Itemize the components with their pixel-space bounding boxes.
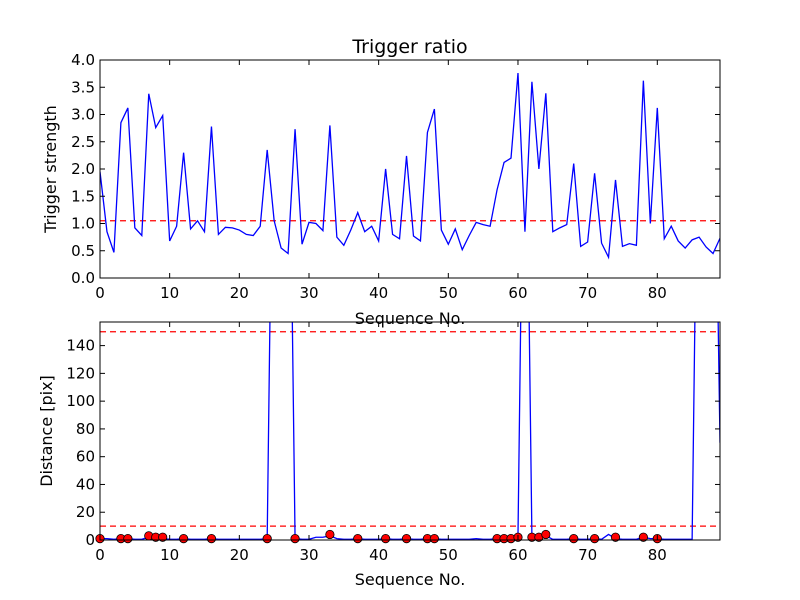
x-tick-label: 80 (648, 284, 667, 302)
x-tick-label: 50 (439, 284, 458, 302)
data-point (590, 534, 600, 544)
x-tick-label: 70 (578, 546, 597, 564)
trigger-ratio-chart: Trigger ratio 0 10 20 30 40 50 60 70 80 0.0 0.5 1.0… (41, 36, 721, 328)
x-tick-label: 40 (369, 284, 388, 302)
y-tick-label: 3.5 (71, 78, 95, 96)
x-axis-label: Sequence No. (355, 570, 466, 589)
x-tick-label: 60 (508, 546, 527, 564)
x-axis-label: Sequence No. (355, 309, 466, 328)
y-tick-label: 1.0 (71, 215, 95, 233)
y-tick-label: 140 (66, 337, 95, 355)
data-point (178, 534, 189, 544)
data-point (429, 534, 439, 544)
y-tick-label: 100 (66, 392, 95, 410)
distance-chart: 0 10 20 30 40 50 60 70 80 0 20 40 60 80 100 120 140 Sequ… (37, 321, 721, 589)
x-tick-label: 50 (439, 546, 458, 564)
x-tick-label: 60 (508, 284, 527, 302)
x-tick-label: 70 (578, 284, 597, 302)
x-tick-label: 10 (160, 284, 179, 302)
y-tick-label: 80 (76, 420, 95, 438)
data-point (206, 534, 217, 544)
y-axis-label: Distance [pix] (37, 375, 56, 487)
data-point (381, 534, 391, 544)
data-point (569, 534, 579, 544)
x-tick-label: 80 (648, 546, 667, 564)
data-point (353, 534, 363, 544)
data-point (541, 529, 551, 540)
x-tick-label: 20 (230, 546, 249, 564)
y-tick-label: 3.0 (71, 106, 95, 124)
x-tick-label: 30 (299, 284, 318, 302)
x-tick-label: 20 (230, 284, 249, 302)
y-tick-label: 20 (76, 503, 95, 521)
x-tick-label: 30 (299, 546, 318, 564)
data-point (262, 534, 272, 544)
x-tick-label: 10 (160, 546, 179, 564)
y-tick-label: 0 (85, 531, 95, 549)
y-tick-label: 4.0 (71, 51, 95, 69)
data-point (401, 534, 412, 544)
y-tick-label: 60 (76, 448, 95, 466)
y-tick-label: 0.0 (71, 269, 95, 287)
x-tick-label: 0 (95, 546, 105, 564)
data-point (325, 529, 335, 540)
chart-title: Trigger ratio (351, 36, 467, 58)
y-tick-label: 1.5 (71, 187, 95, 205)
y-tick-label: 0.5 (71, 242, 95, 260)
y-tick-label: 2.0 (71, 160, 95, 178)
top-plot-area: 0 10 20 30 40 50 60 70 80 0.0 0.5 1.0 1.5 2.0 2.5 3.0 3.… (71, 51, 721, 302)
x-tick-label: 0 (95, 284, 105, 302)
data-point (638, 532, 648, 542)
bottom-plot-area: 0 10 20 30 40 50 60 70 80 0 20 40 60 80 100 120 140 (66, 321, 721, 564)
series-line (100, 322, 720, 540)
y-axis-label: Trigger strength (41, 105, 60, 234)
x-tick-label: 40 (369, 546, 388, 564)
y-tick-label: 2.5 (71, 133, 95, 151)
data-point (158, 532, 168, 542)
plot-frame (99, 321, 721, 541)
y-tick-label: 40 (76, 475, 95, 493)
y-tick-label: 120 (66, 364, 95, 382)
data-point (123, 534, 133, 544)
data-point (290, 534, 300, 544)
data-point (610, 532, 621, 542)
series-line (100, 73, 720, 260)
